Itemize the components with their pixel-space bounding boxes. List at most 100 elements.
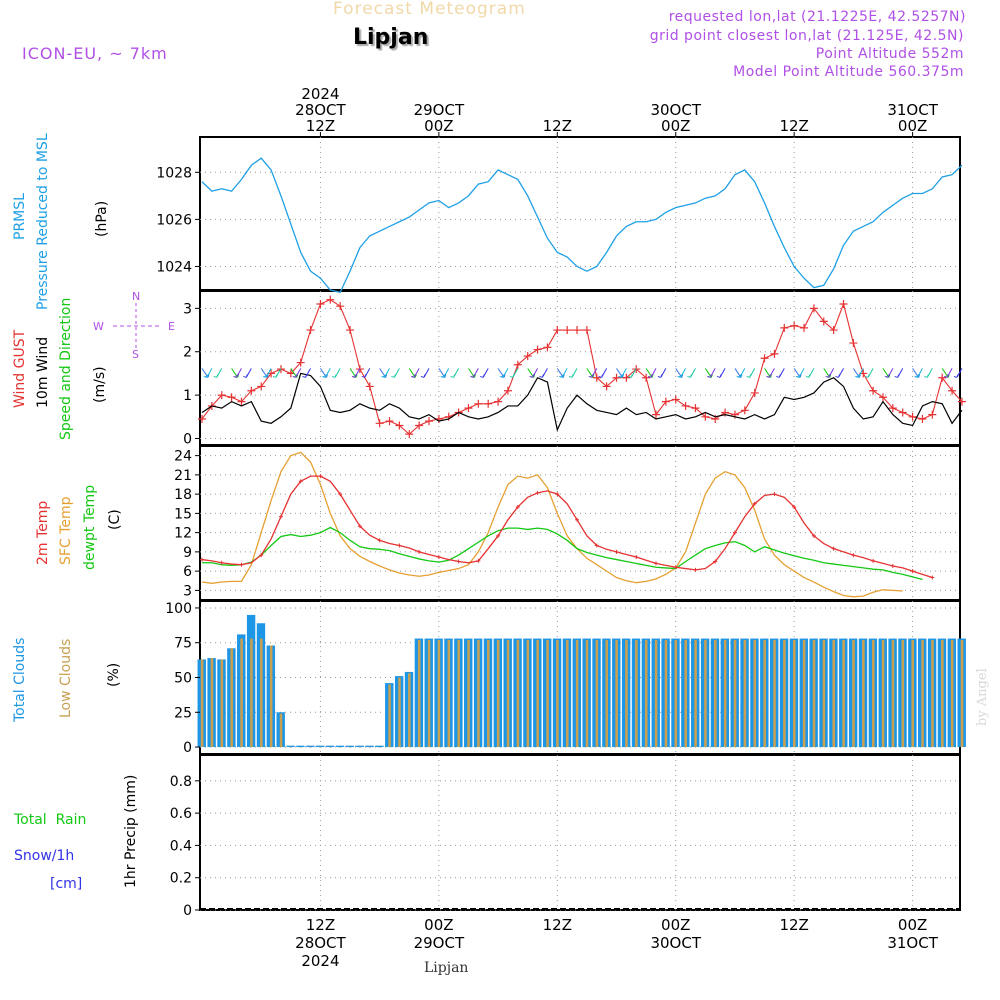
- pressure-unit: (hPa): [94, 201, 110, 237]
- low-clouds-bar: [694, 639, 697, 748]
- gust-marker: [405, 430, 414, 439]
- gust-marker: [740, 406, 749, 415]
- gust-marker: [464, 404, 473, 413]
- gust-marker: [375, 419, 384, 428]
- gust-marker: [701, 412, 710, 421]
- low-clouds-bar: [269, 645, 273, 748]
- gust-marker: [651, 410, 660, 419]
- time-label-bottom: 30OCT: [650, 934, 701, 952]
- temp-marker: [338, 492, 343, 497]
- gust-marker: [582, 326, 591, 335]
- grid-coords: grid point closest lon,lat (21.125E, 42.…: [649, 28, 964, 44]
- low-clouds-bar: [250, 638, 253, 748]
- gust-marker: [336, 302, 345, 311]
- temp-marker: [535, 490, 540, 495]
- wind-arrow: [618, 368, 627, 378]
- time-label-top: 30OCT: [650, 101, 701, 119]
- gust-marker: [602, 382, 611, 391]
- low-clouds-bar: [714, 639, 717, 748]
- gust-marker: [306, 326, 315, 335]
- temp-marker: [259, 553, 264, 558]
- low-clouds-bar: [664, 639, 668, 748]
- low-clouds-bar: [585, 639, 589, 748]
- y-tick-label: 21: [174, 468, 192, 484]
- temp-marker: [871, 558, 876, 563]
- y-tick-label: 12: [174, 526, 192, 542]
- wind-arrow: [568, 368, 578, 378]
- low-clouds-bar: [309, 747, 312, 748]
- wind-arrow: [302, 368, 312, 378]
- y-tick-label: 25: [174, 705, 192, 721]
- total-clouds-bar: [286, 745, 295, 748]
- wind-dir-label: Speed and Direction: [58, 298, 74, 440]
- wind-arrow: [410, 368, 420, 378]
- y-tick-label: 0: [183, 431, 192, 447]
- low-clouds-bar: [911, 639, 914, 748]
- y-tick-label: 0.6: [170, 806, 192, 822]
- gust-marker: [878, 393, 887, 402]
- low-clouds-bar: [625, 639, 628, 748]
- gust-marker: [217, 391, 226, 400]
- time-label-bottom: 12Z: [306, 916, 335, 934]
- total-clouds-bar: [355, 745, 364, 748]
- gust-label: Wind GUST: [12, 329, 28, 408]
- total-clouds-bar: [296, 745, 305, 748]
- y-tick-label: 2: [183, 345, 192, 361]
- total-clouds-bar: [365, 745, 374, 748]
- gust-marker: [839, 300, 848, 309]
- wind-arrow: [894, 368, 904, 378]
- gust-marker: [750, 388, 759, 397]
- temp-marker: [851, 553, 856, 558]
- temp-marker: [653, 561, 658, 566]
- time-label-top: 31OCT: [887, 101, 938, 119]
- gust-marker: [286, 369, 295, 378]
- wind-arrow: [647, 368, 657, 378]
- time-label-bottom: 00Z: [661, 916, 690, 934]
- model-altitude: Model Point Altitude 560.375m: [733, 64, 964, 80]
- low-clouds-bar: [200, 659, 204, 748]
- gust-marker: [760, 354, 769, 363]
- low-clouds-bar: [299, 747, 303, 748]
- gust-marker: [691, 404, 700, 413]
- low-clouds-bar: [220, 659, 224, 748]
- gust-marker: [800, 323, 809, 332]
- low-clouds-bar: [358, 747, 362, 748]
- wind-arrow: [855, 368, 864, 378]
- y-tick-label: 0.4: [170, 838, 192, 854]
- time-label-top: 12Z: [779, 117, 808, 135]
- low-clouds-bar: [822, 639, 826, 748]
- low-clouds-bar: [289, 747, 293, 748]
- low-clouds-bar: [723, 639, 727, 748]
- total-clouds-bar: [345, 745, 354, 748]
- wind-arrow: [598, 368, 608, 378]
- wind-arrow: [736, 368, 746, 378]
- low-clouds-bar: [516, 639, 520, 748]
- pressure-series-line: [201, 157, 963, 294]
- wind-arrow: [825, 368, 835, 378]
- panel-frame: [199, 754, 961, 911]
- y-tick-label: 3: [183, 583, 192, 599]
- low-clouds-bar: [684, 639, 687, 748]
- y-tick-label: 0.2: [170, 871, 192, 887]
- wind-arrow: [716, 368, 726, 378]
- low-clouds-label: Low Clouds: [58, 639, 74, 718]
- wind-arrow: [835, 368, 844, 378]
- gust-marker: [681, 401, 690, 410]
- time-label-bottom: 12Z: [779, 916, 808, 934]
- temp-marker: [575, 517, 580, 522]
- temp-marker: [930, 575, 935, 580]
- wind-arrow: [262, 368, 272, 378]
- low-clouds-bar: [408, 673, 411, 748]
- wind-arrow: [943, 368, 953, 378]
- snow-unit: [cm]: [50, 876, 82, 892]
- wind-arrow: [509, 368, 519, 378]
- low-clouds-bar: [733, 639, 737, 748]
- low-clouds-bar: [783, 639, 786, 748]
- time-label-top: 29OCT: [414, 101, 465, 119]
- gust-marker: [809, 304, 818, 313]
- low-clouds-bar: [496, 639, 500, 748]
- wind-unit: (m/s): [92, 366, 108, 403]
- y-tick-label: 1026: [156, 212, 192, 228]
- y-tick-label: 100: [165, 601, 192, 617]
- temp-marker: [397, 543, 402, 548]
